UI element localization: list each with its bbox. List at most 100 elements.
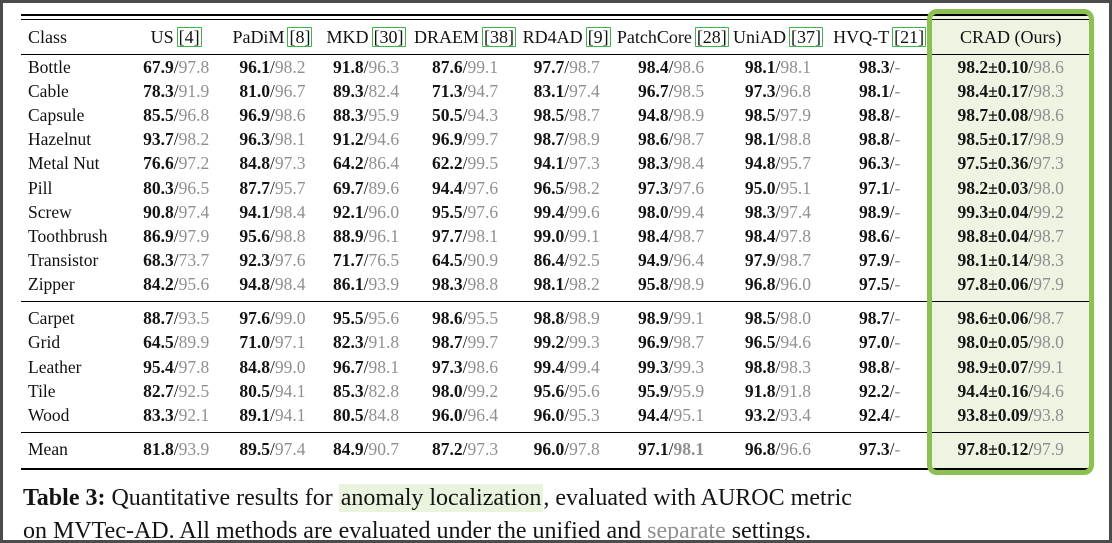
citation-ref-21[interactable]: [21] [892, 27, 927, 48]
table-cell: 86.4/92.5 [519, 249, 615, 273]
table-cell: 92.3/97.6 [224, 249, 320, 273]
class-name: Wood [28, 405, 70, 426]
table-cell: 97.9/98.7 [727, 249, 829, 273]
table-cell: 98.6/- [829, 224, 931, 248]
value-separator: / [564, 80, 570, 101]
value-separate: 98.1 [368, 356, 400, 377]
value-unified: 98.1±0.14 [957, 250, 1029, 271]
table-cell: 99.3/99.3 [615, 355, 727, 379]
value-separator: / [775, 56, 781, 77]
table-cell: 93.7/98.2 [128, 128, 224, 152]
table-cell: 98.8/98.9 [518, 301, 615, 331]
value-unified: 97.8±0.06 [957, 274, 1029, 295]
table-row-screw: Screw 90.8/97.4 94.1/98.4 92.1/96.0 95.5/97.… [21, 200, 1091, 224]
value-separator: / [564, 356, 570, 377]
table-cell: 98.5/98.7 [519, 103, 615, 127]
table-cell: 94.9/96.4 [615, 249, 727, 273]
table-row-hazelnut: Hazelnut 93.7/98.2 96.3/98.1 91.2/94.6 96.9/… [21, 128, 1091, 152]
table-cell: 98.7/98.9 [519, 128, 615, 152]
caption-line1: Table 3: Quantitative results for anomal… [23, 484, 852, 513]
value-separate: 97.4 [274, 439, 306, 460]
table-cell: 94.8/98.9 [615, 103, 727, 127]
value-separator: / [564, 225, 570, 246]
value-unified: 80.5 [333, 405, 364, 426]
class-name: Grid [28, 332, 61, 353]
value-separator: / [889, 177, 895, 198]
value-separator: / [363, 104, 369, 125]
table-cell: 81.8/93.9 [128, 432, 225, 471]
value-separate: 95.6 [569, 380, 600, 401]
value-separate: 96.4 [467, 405, 499, 426]
value-unified: 96.3 [239, 129, 270, 150]
value-separator: / [173, 129, 179, 150]
value-separator: / [775, 308, 781, 329]
group-textures: Carpet 88.7/93.5 97.6/99.0 95.5/95.6 98.6/95… [21, 301, 1091, 433]
citation-ref-37[interactable]: [37] [788, 27, 823, 48]
value-unified: 98.6±0.06 [957, 308, 1029, 329]
citation-ref-30[interactable]: [30] [371, 27, 406, 48]
value-separator: / [668, 201, 674, 222]
value-unified: 96.8 [744, 439, 776, 460]
value-separate: 97.8 [569, 439, 600, 460]
value-separator: / [1028, 177, 1034, 198]
value-separator: / [668, 380, 674, 401]
value-separator: / [889, 129, 895, 150]
citation-ref-4[interactable]: [4] [176, 27, 202, 48]
value-separator: / [564, 177, 570, 198]
table-cell: 98.6/98.7 [615, 128, 727, 152]
table-cell: 97.0/- [829, 331, 931, 355]
value-separator: / [775, 225, 781, 246]
citation-ref-28[interactable]: [28] [694, 27, 729, 48]
value-separator: / [363, 308, 369, 329]
citation-ref-38[interactable]: [38] [482, 27, 517, 48]
value-separator: / [270, 274, 275, 295]
table-cell: 82.3/91.8 [321, 331, 412, 355]
table-cell: 96.1/98.2 [224, 55, 320, 80]
table-cell: 93.8±0.09/93.8 [930, 403, 1091, 432]
value-unified: 98.5 [533, 104, 565, 125]
value-unified: 80.5 [239, 380, 270, 401]
citation-ref-9[interactable]: [9] [585, 27, 611, 48]
value-separate: 98.9 [569, 308, 600, 329]
value-separator: / [173, 356, 179, 377]
value-separator: / [889, 80, 895, 101]
value-separate: 96.4 [673, 250, 705, 271]
column-header-crad-ours-: CRAD (Ours) [930, 19, 1091, 55]
value-separate: - [894, 274, 901, 295]
table-cell: 88.7/93.5 [128, 301, 225, 331]
value-separator: / [889, 104, 895, 125]
caption-label: Table 3: [23, 485, 106, 512]
column-header-us: US [4] [128, 19, 225, 55]
table-cell: 98.7±0.08/98.6 [930, 103, 1091, 127]
table-cell: 98.8±0.04/98.7 [930, 224, 1091, 248]
value-separate: 92.5 [569, 250, 600, 271]
value-unified: 68.3 [143, 250, 174, 271]
results-table-container: Class US [4] PaDiM [8] MKD [30] DRAEM [38] RD4AD[… [21, 9, 1094, 475]
value-separate: 95.6 [178, 274, 210, 295]
value-separator: / [775, 80, 781, 101]
value-separate: 98.9 [1033, 129, 1064, 150]
value-separator: / [564, 405, 570, 426]
value-separator: / [363, 177, 369, 198]
value-unified: 98.8±0.04 [957, 225, 1029, 246]
value-unified: 95.5 [431, 201, 463, 222]
table-cell: 92.1/96.0 [321, 200, 412, 224]
table-cell: 98.4/97.8 [727, 224, 829, 248]
value-separator: / [775, 439, 781, 460]
value-separate: 97.6 [673, 177, 705, 198]
value-unified: 96.0 [431, 405, 463, 426]
class-name: Transistor [28, 250, 99, 271]
value-unified: 85.3 [333, 380, 364, 401]
value-unified: 98.6 [431, 308, 463, 329]
table-cell: 98.5±0.17/98.9 [930, 128, 1091, 152]
table-cell: 82.7/92.5 [128, 379, 224, 403]
value-unified: 64.2 [333, 153, 364, 174]
header-row: Class US [4] PaDiM [8] MKD [30] DRAEM [38] RD4AD[… [21, 19, 1091, 55]
table-row-mean: Mean 81.8/93.9 89.5/97.4 84.9/90.7 87.2/97.3… [21, 432, 1091, 471]
value-separator: / [363, 153, 369, 174]
value-unified: 98.8 [744, 356, 776, 377]
value-unified: 92.2 [858, 380, 890, 401]
table-cell: 86.1/93.9 [321, 273, 412, 302]
citation-ref-8[interactable]: [8] [287, 27, 313, 48]
table-cell: 87.7/95.7 [224, 176, 320, 200]
